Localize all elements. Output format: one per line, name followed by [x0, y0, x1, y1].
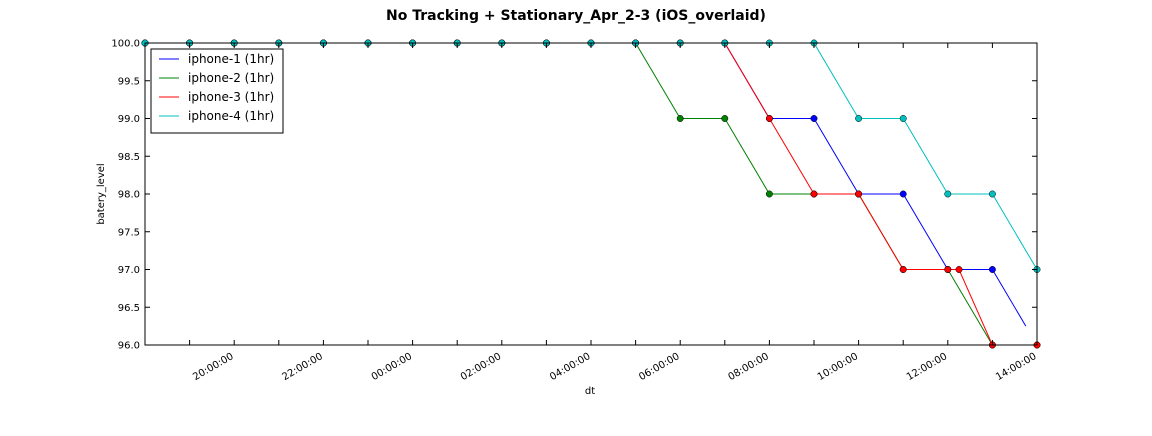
series-3-point	[944, 266, 952, 273]
series-4-point	[944, 190, 952, 198]
y-tick-label: 98.0	[118, 190, 140, 201]
legend-label: iphone-1 (1hr)	[188, 52, 274, 66]
series-1-point	[810, 115, 818, 122]
series-2-point	[676, 115, 684, 122]
legend-label: iphone-3 (1hr)	[188, 90, 274, 104]
x-tick-label: 14:00:00	[994, 351, 1038, 383]
y-tick-label: 99.0	[118, 114, 140, 125]
series-4-point	[899, 115, 907, 122]
series-1-point	[899, 190, 907, 198]
x-tick-label: 12:00:00	[905, 351, 949, 383]
series-1-point	[988, 266, 996, 273]
series-3-point	[810, 190, 818, 198]
legend-box	[150, 48, 284, 134]
y-tick-label: 97.5	[118, 227, 140, 238]
series-2-point	[765, 190, 773, 198]
series-3-point	[899, 266, 907, 273]
legend-label: iphone-2 (1hr)	[188, 71, 274, 85]
series-4-point	[988, 190, 996, 198]
series-3-point	[855, 190, 863, 198]
series-4-point	[855, 115, 863, 122]
x-tick-label: 06:00:00	[637, 351, 681, 383]
x-axis-label: dt	[585, 386, 595, 397]
legend: iphone-1 (1hr) iphone-2 (1hr) iphone-3 (1h…	[150, 48, 284, 134]
x-tick-label: 22:00:00	[280, 351, 324, 383]
y-tick-label: 97.0	[118, 265, 140, 276]
x-tick-label: 08:00:00	[726, 351, 770, 383]
series-3-point	[955, 266, 963, 273]
series-3-point	[765, 115, 773, 122]
x-tick-label: 00:00:00	[370, 351, 414, 383]
chart-title: No Tracking + Stationary_Apr_2-3 (iOS_ov…	[386, 8, 766, 24]
y-axis-label: batery_level	[96, 163, 107, 224]
x-tick-label: 04:00:00	[548, 351, 592, 383]
y-tick-label: 100.0	[111, 39, 140, 50]
y-tick-label: 98.5	[118, 152, 140, 163]
y-tick-label: 99.5	[118, 76, 140, 87]
x-tick-label: 10:00:00	[816, 351, 860, 383]
x-tick-label: 20:00:00	[191, 351, 235, 383]
y-tick-label: 96.5	[118, 303, 140, 314]
y-tick-label: 96.0	[118, 341, 140, 352]
legend-label: iphone-4 (1hr)	[188, 109, 274, 123]
x-tick-label: 02:00:00	[459, 351, 503, 383]
series-2-point	[721, 115, 729, 122]
